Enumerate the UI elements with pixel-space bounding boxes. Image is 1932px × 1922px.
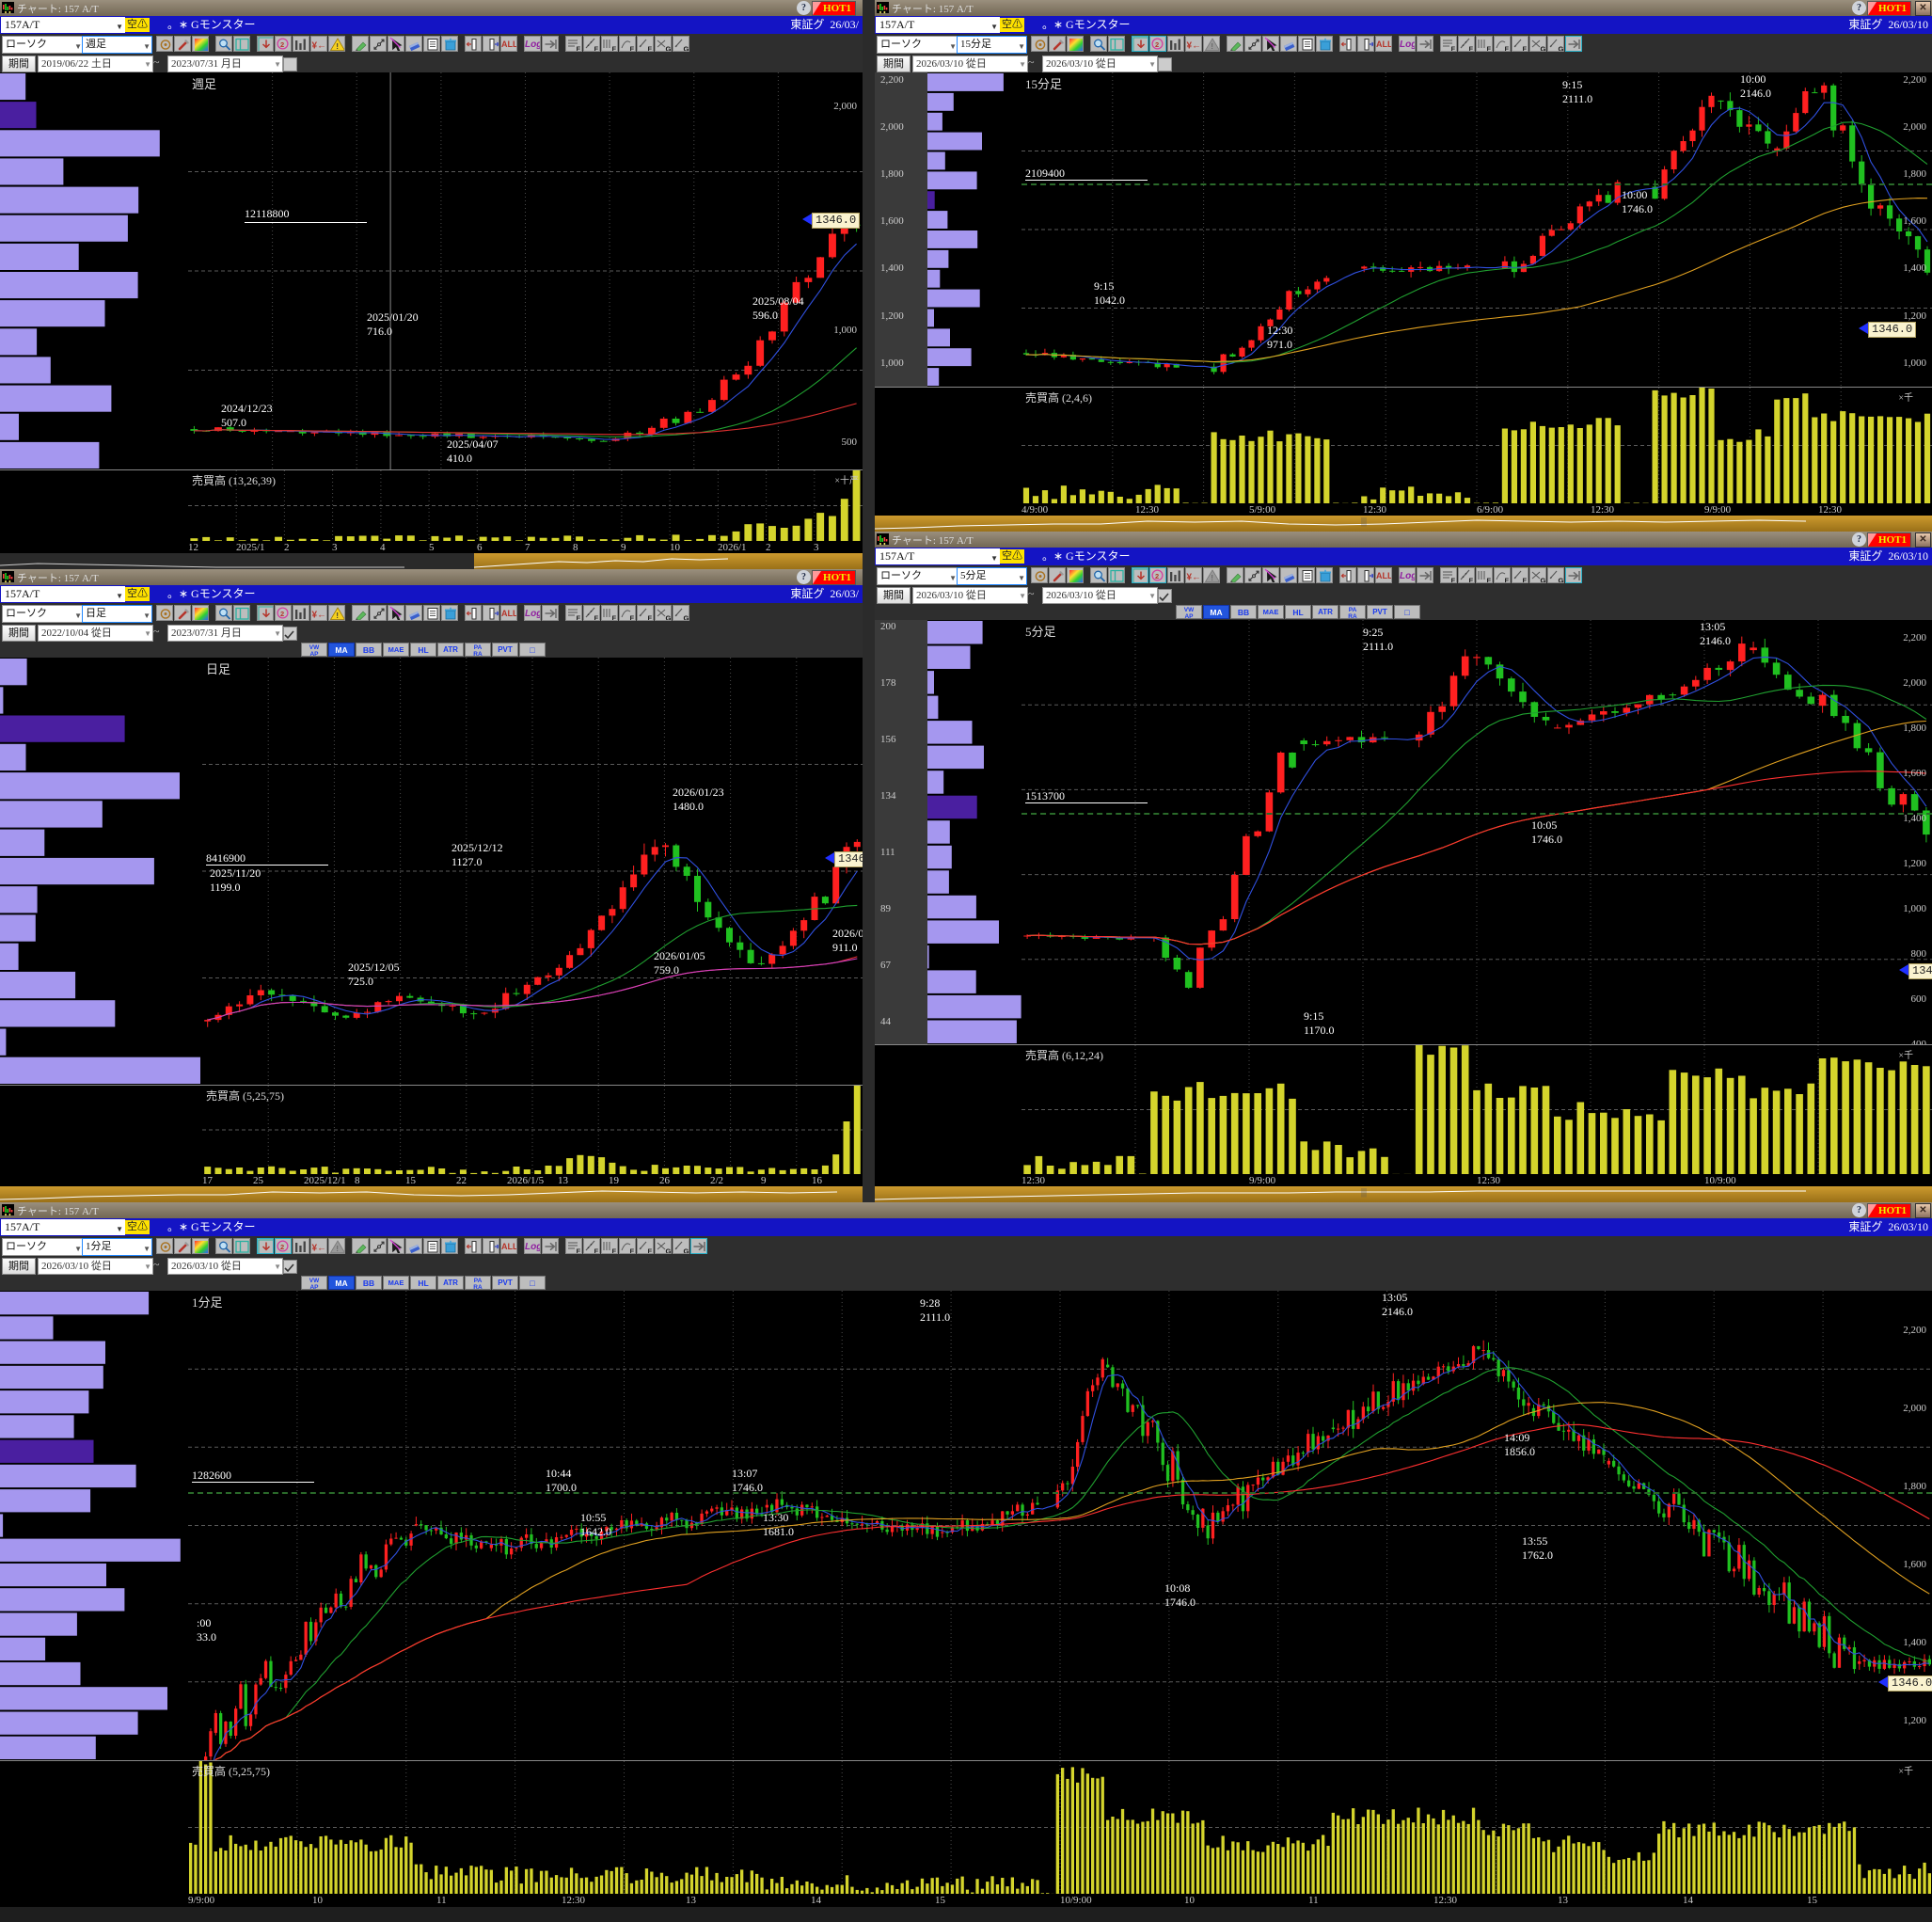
svg-text:!: ! <box>1211 42 1213 51</box>
svg-text:F: F <box>1505 45 1510 53</box>
svg-text:G: G <box>1541 577 1546 584</box>
svg-text:F: F <box>1505 577 1510 584</box>
svg-text:F: F <box>1523 45 1528 53</box>
svg-text:2: 2 <box>280 1243 284 1251</box>
svg-text:!: ! <box>336 612 339 620</box>
svg-text:F: F <box>1451 45 1456 53</box>
svg-text:F: F <box>1487 45 1492 53</box>
svg-text:F: F <box>577 614 581 622</box>
svg-text:F: F <box>612 614 617 622</box>
svg-text:¥←: ¥← <box>312 611 327 621</box>
svg-text:F: F <box>648 1247 653 1255</box>
svg-text:F: F <box>1487 577 1492 584</box>
svg-text:¥←: ¥← <box>312 1244 327 1254</box>
svg-text:G: G <box>684 45 689 53</box>
svg-text:G: G <box>1541 45 1546 53</box>
svg-text:F: F <box>577 45 581 53</box>
svg-text:G: G <box>684 1247 689 1255</box>
svg-text:¥←: ¥← <box>1187 41 1202 52</box>
svg-text:F: F <box>612 1247 617 1255</box>
svg-text:F: F <box>1469 45 1474 53</box>
svg-text:F: F <box>630 1247 635 1255</box>
svg-text:F: F <box>594 1247 599 1255</box>
svg-text:G: G <box>684 614 689 622</box>
svg-text:2: 2 <box>280 610 284 618</box>
svg-text:F: F <box>594 45 599 53</box>
svg-text:!: ! <box>1211 574 1213 582</box>
svg-text:F: F <box>1451 577 1456 584</box>
svg-text:F: F <box>612 45 617 53</box>
svg-text:F: F <box>648 614 653 622</box>
svg-text:G: G <box>1559 45 1564 53</box>
svg-text:!: ! <box>336 1245 339 1253</box>
svg-text:!: ! <box>336 42 339 51</box>
svg-text:F: F <box>577 1247 581 1255</box>
svg-text:F: F <box>630 45 635 53</box>
svg-text:G: G <box>666 1247 672 1255</box>
svg-text:F: F <box>630 614 635 622</box>
svg-text:¥←: ¥← <box>1187 573 1202 583</box>
svg-text:2: 2 <box>280 40 284 49</box>
svg-text:F: F <box>1523 577 1528 584</box>
svg-text:G: G <box>1559 577 1564 584</box>
svg-text:¥←: ¥← <box>312 41 327 52</box>
svg-text:F: F <box>594 614 599 622</box>
svg-text:F: F <box>1469 577 1474 584</box>
svg-text:2: 2 <box>1155 572 1159 580</box>
svg-text:G: G <box>666 614 672 622</box>
svg-text:G: G <box>666 45 672 53</box>
svg-text:2: 2 <box>1155 40 1159 49</box>
svg-text:F: F <box>648 45 653 53</box>
